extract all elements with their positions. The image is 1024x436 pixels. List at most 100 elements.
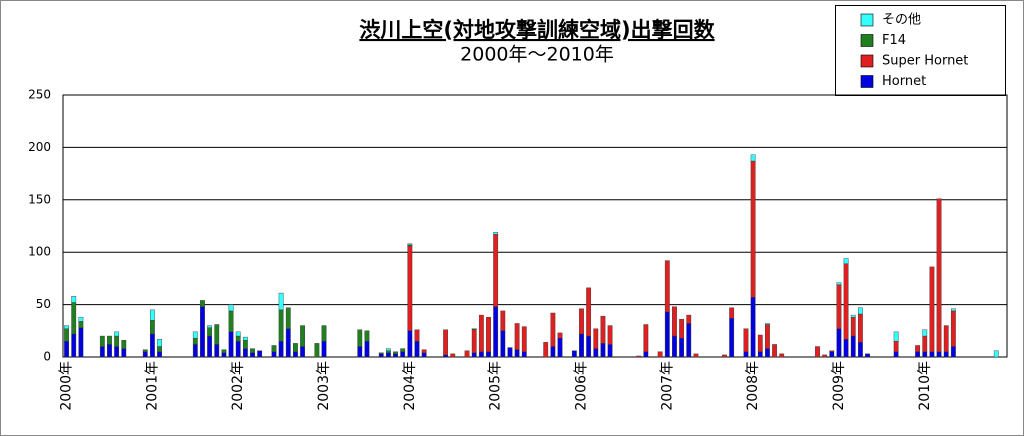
x-tick-label: 2007年 [659,361,675,411]
bar-segment [857,342,863,358]
bar-segment [729,307,735,319]
bar-segment [936,198,942,352]
bar-segment [836,328,842,358]
x-tick-label: 2004年 [402,361,418,411]
bar-segment [950,346,956,358]
bar-segment [149,333,155,358]
bar-segment [357,346,363,358]
bar-segment [636,355,642,358]
bar-segment [993,350,999,358]
y-tick-label: 100 [28,245,51,259]
bar-segment [643,324,649,352]
bar-segment [607,344,613,358]
bar-segment [750,297,756,358]
bar-segment [893,331,899,342]
bar-segment [478,351,484,358]
bar-segment [278,309,284,342]
bar-segment [915,351,921,358]
bar-segment [142,351,148,358]
legend-label: その他 [882,13,921,28]
bar-segment [922,329,928,337]
bar-segment [815,346,820,358]
bar-segment [765,324,770,349]
bar-segment [385,348,391,351]
bar-segment [850,316,856,337]
bar-segment [64,325,69,329]
bar-segment [571,350,577,358]
bar-segment [686,314,692,324]
bar-segment [321,341,327,358]
x-tick-label: 2010年 [917,361,933,411]
bar-segment [765,323,770,325]
bar-segment [843,263,849,340]
bar-segment [943,351,949,358]
bar-segment [750,154,756,162]
bar-segment [207,335,213,358]
bar-segment [293,351,298,358]
chart-subtitle: 2000年～2010年 [460,44,614,66]
bar-segment [915,345,921,352]
x-tick-label: 2001年 [144,361,160,411]
bar-segment [679,319,685,339]
bar-segment [407,243,413,246]
bar-segment [385,350,391,354]
legend-swatch [860,54,874,68]
bar-segment [78,327,84,358]
x-tick-label: 2002年 [230,361,246,411]
bar-segment [314,343,320,358]
bar-segment [500,310,506,332]
bar-segment [722,354,727,358]
bar-segment [486,316,491,352]
bar-segment [686,323,692,358]
bar-segment [543,342,549,358]
bar-segment [471,328,477,330]
bar-segment [393,353,398,358]
bar-segment [779,353,785,358]
bar-segment [586,335,592,358]
bar-segment [836,282,842,285]
bar-segment [228,331,234,358]
bar-segment [78,321,84,328]
bar-segment [242,348,248,358]
bar-segment [857,307,863,315]
y-tick-label: 50 [36,297,51,311]
chart-title: 渋川上空(対地攻撃訓練空域)出撃回数 [359,18,715,42]
bar-segment [922,351,928,358]
bar-segment [486,351,491,358]
bar-segment [757,351,763,358]
bar-segment [114,335,120,347]
y-tick-label: 250 [28,88,51,102]
bar-segment [71,333,77,358]
bar-segment [586,287,592,337]
bar-segment [385,352,391,358]
bar-segment [285,307,291,329]
bar-segment [321,325,327,342]
bar-segment [421,349,427,354]
bar-segment [242,336,248,341]
bar-segment [149,320,155,335]
bar-segment [679,337,685,358]
bar-segment [822,354,828,358]
bar-segment [421,352,427,358]
bar-segment [514,323,520,350]
bar-segment [765,348,770,358]
bar-segment [121,340,127,349]
bar-segment [600,343,606,358]
bar-segment [114,331,120,337]
bar-segment [250,348,255,354]
bar-segment [414,341,420,358]
bar-segment [157,346,162,352]
legend-label: Hornet [882,74,926,89]
bar-segment [64,341,69,358]
bar-segment [772,344,777,358]
bar-segment [192,344,198,358]
bar-segment [400,348,406,352]
bar-segment [593,328,599,349]
bar-segment [64,328,69,342]
y-tick-label: 0 [43,350,51,364]
x-tick-label: 2009年 [831,361,847,411]
x-tick-label: 2006年 [573,361,589,411]
bar-segment [557,337,563,358]
bar-segment [78,316,84,322]
legend-swatch [860,34,874,47]
